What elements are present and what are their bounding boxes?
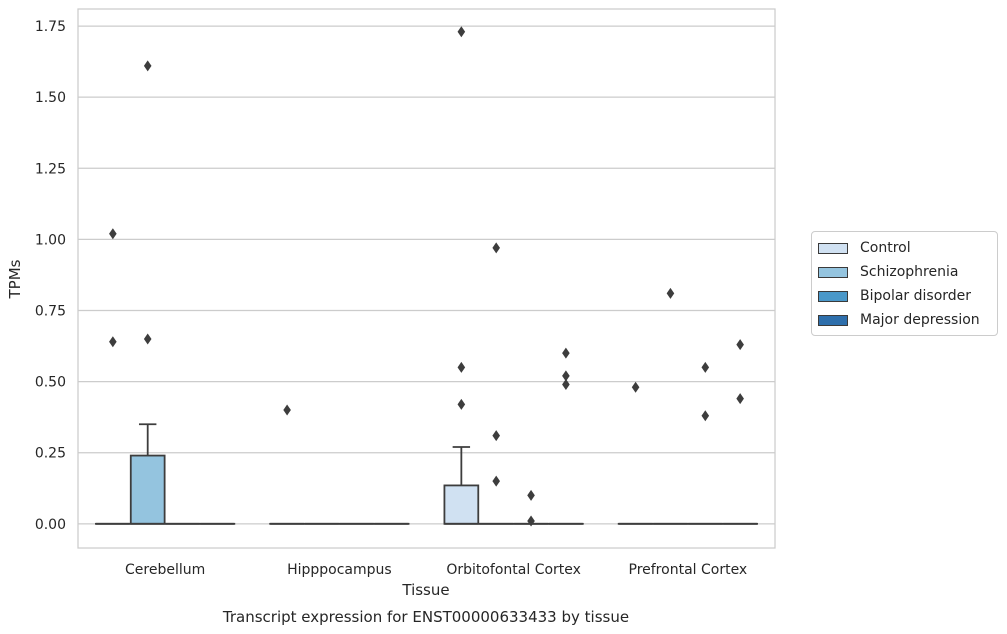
legend-item: Bipolar disorder <box>812 284 997 308</box>
x-tick-labels: Cerebellum Hipppocampus Orbitofontal Corte… <box>125 562 747 578</box>
plot-frame <box>77 8 776 549</box>
y-tick-label: 0.00 <box>35 517 66 533</box>
outlier-point <box>666 287 675 299</box>
outlier-point <box>631 381 640 393</box>
box-body <box>443 484 480 525</box>
outlier-point <box>527 489 535 501</box>
legend-swatch <box>818 314 848 326</box>
outliers <box>109 26 744 527</box>
legend-swatch <box>818 242 848 254</box>
outlier-point <box>562 378 570 390</box>
gridlines <box>78 25 775 525</box>
outlier-point <box>701 410 710 422</box>
y-tick-labels: 0.00 0.25 0.50 0.75 1.00 1.25 1.50 1.75 <box>35 19 66 533</box>
legend-swatch <box>818 290 848 302</box>
legend-label: Major depression <box>860 312 980 328</box>
y-tick-label: 0.50 <box>35 375 66 391</box>
outlier-point <box>283 404 291 416</box>
box-control <box>443 446 480 525</box>
outlier-point <box>562 347 570 359</box>
chart-title: Transcript expression for ENST0000063343… <box>222 608 629 626</box>
x-tick-label: Cerebellum <box>125 562 205 578</box>
y-tick-label: 1.25 <box>35 161 66 177</box>
outlier-point <box>492 475 500 487</box>
y-tick-label: 1.50 <box>35 90 66 106</box>
x-axis-label: Tissue <box>401 581 449 599</box>
outlier-point <box>562 370 570 382</box>
legend-item: Major depression <box>812 308 997 332</box>
legend-label: Bipolar disorder <box>860 288 972 304</box>
box-schizophrenia <box>129 423 166 525</box>
y-tick-label: 1.00 <box>35 232 66 248</box>
outlier-point <box>457 398 466 410</box>
y-tick-label: 0.75 <box>35 303 66 319</box>
outlier-point <box>736 339 744 351</box>
outlier-point <box>736 393 744 405</box>
outlier-point <box>492 430 500 442</box>
x-tick-label: Orbitofontal Cortex <box>446 562 581 578</box>
outlier-point <box>492 242 500 254</box>
boxes <box>95 423 758 525</box>
outlier-point <box>701 361 710 373</box>
legend-swatch <box>818 266 848 278</box>
y-tick-label: 0.25 <box>35 446 66 462</box>
legend: Control Schizophrenia Bipolar disorder Majo… <box>811 231 998 336</box>
legend-item: Control <box>812 236 997 260</box>
outlier-point <box>143 333 152 345</box>
outlier-point <box>109 336 117 348</box>
outlier-point <box>143 60 152 72</box>
outlier-point <box>527 515 535 527</box>
legend-item: Schizophrenia <box>812 260 997 284</box>
y-axis-label: TPMs <box>6 259 24 299</box>
y-tick-label: 1.75 <box>35 19 66 35</box>
x-tick-label: Hipppocampus <box>287 562 392 578</box>
outlier-point <box>457 361 466 373</box>
x-tick-label: Prefrontal Cortex <box>629 562 748 578</box>
outlier-point <box>457 26 466 38</box>
outlier-point <box>109 228 117 240</box>
box-body <box>129 454 166 525</box>
legend-label: Schizophrenia <box>860 264 959 280</box>
legend-label: Control <box>860 240 911 256</box>
